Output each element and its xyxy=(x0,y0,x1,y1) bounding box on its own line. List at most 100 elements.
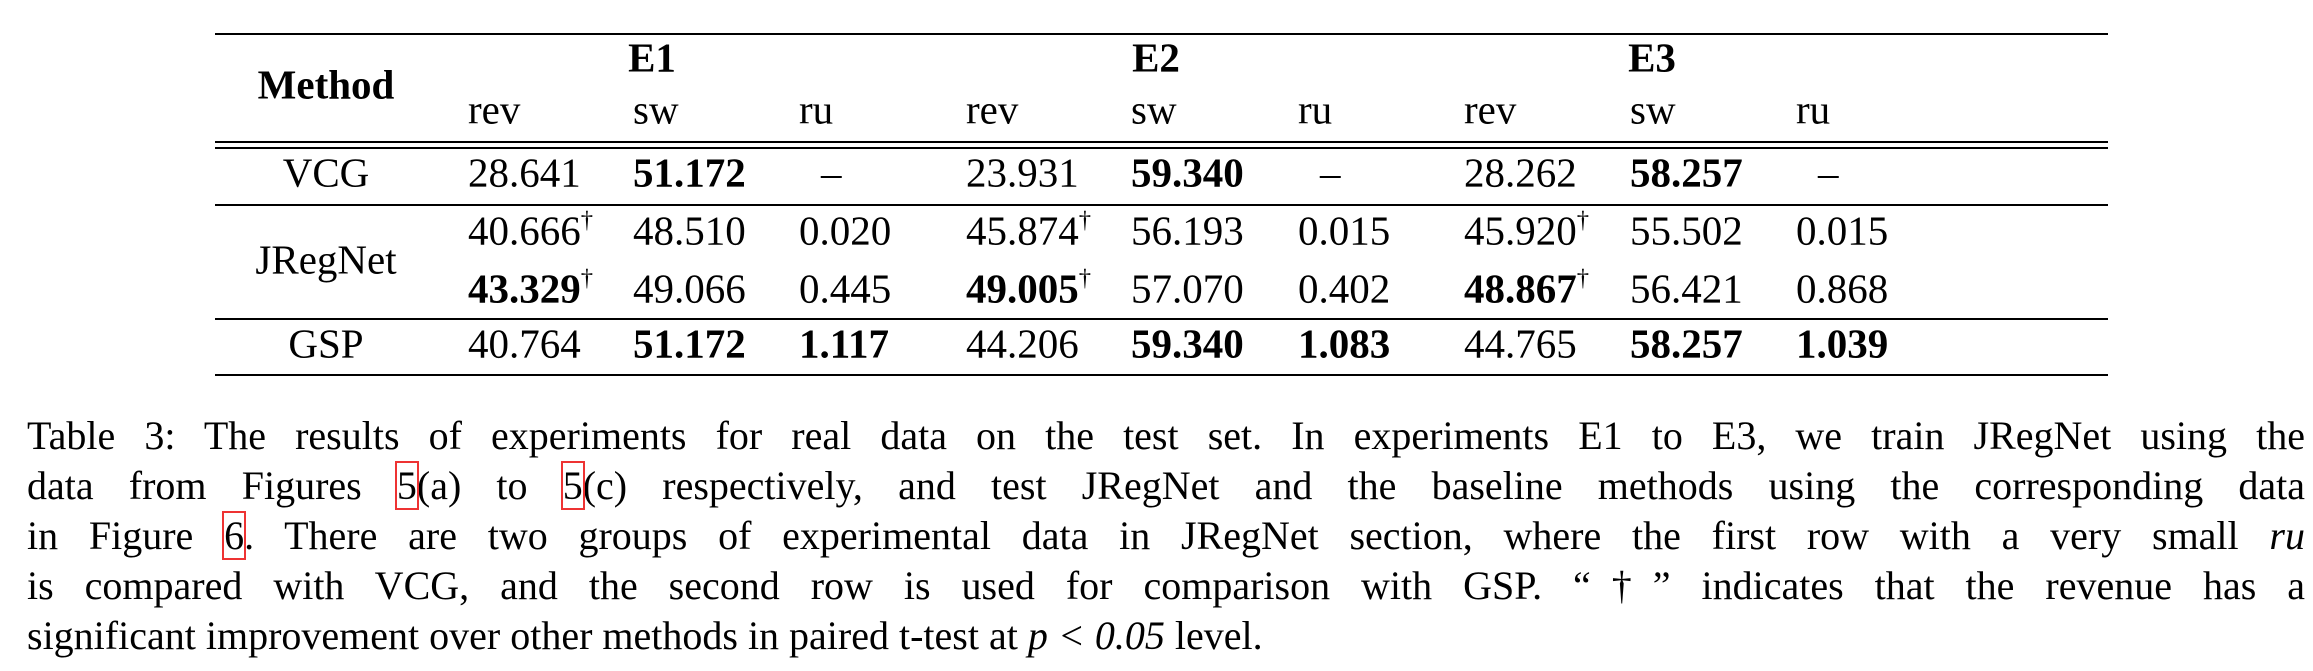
method-name: VCG xyxy=(282,149,370,196)
cell-value: 57.070 xyxy=(1131,265,1244,312)
cell-value: 44.765 xyxy=(1464,320,1577,367)
caption-line: in Figure 6. There are two groups of exp… xyxy=(27,511,2305,560)
cell: 40.764 xyxy=(468,320,581,367)
cell: 1.117 xyxy=(799,323,889,365)
cell-value: 56.193 xyxy=(1131,207,1244,254)
cell-value: 23.931 xyxy=(966,149,1079,196)
cell-value: 45.874 xyxy=(966,207,1079,254)
caption-text: in Figure xyxy=(27,513,225,558)
cell-value: 45.920 xyxy=(1464,207,1577,254)
dagger: † xyxy=(1576,206,1590,234)
cell-value: 48.510 xyxy=(633,207,746,254)
cell-value: 59.340 xyxy=(1131,149,1244,196)
cell: 0.445 xyxy=(799,268,891,310)
cell-value: 55.502 xyxy=(1630,207,1743,254)
cell: 1.083 xyxy=(1298,320,1391,367)
cell-value: 58.257 xyxy=(1630,320,1743,367)
caption-text: significant improvement over other metho… xyxy=(27,613,1028,658)
dagger: † xyxy=(580,264,594,292)
cell: – xyxy=(821,149,842,196)
caption-text: Table 3: The results of experiments for … xyxy=(27,413,2305,458)
dagger: † xyxy=(1078,264,1092,292)
cell-value: – xyxy=(821,149,842,196)
caption-line: Table 3: The results of experiments for … xyxy=(27,416,2305,456)
cell: 59.340 xyxy=(1131,149,1244,196)
method-name: GSP xyxy=(288,320,364,367)
cell: 28.641 xyxy=(468,149,581,196)
cell: – xyxy=(1818,149,1839,196)
cell: 44.765 xyxy=(1464,320,1577,367)
cell-value: – xyxy=(1818,149,1839,196)
math: p < 0.05 xyxy=(1027,613,1165,658)
cell: 23.931 xyxy=(966,149,1079,196)
cell-value: 49.066 xyxy=(633,265,746,312)
top-rule xyxy=(215,33,2108,35)
cell-value: 0.015 xyxy=(1796,207,1889,254)
cell: 49.005† xyxy=(966,265,1091,310)
cell: 0.015 xyxy=(1298,210,1390,252)
header-rule xyxy=(215,147,2108,149)
cell: 0.868 xyxy=(1796,265,1889,312)
column-header: sw xyxy=(633,86,679,133)
cell-value: 51.172 xyxy=(633,320,746,367)
cell: 56.193 xyxy=(1131,207,1244,254)
caption-line: data from Figures 5(a) to 5(c) respectiv… xyxy=(27,461,2306,510)
caption-text: (c) respectively, and test JRegNet and t… xyxy=(582,463,2306,508)
cell-value: 1.083 xyxy=(1298,320,1391,367)
cell-value: 43.329 xyxy=(468,265,581,312)
cell: 58.257 xyxy=(1630,152,1743,194)
cell: 44.206 xyxy=(966,323,1079,365)
cell: 40.666† xyxy=(468,207,593,252)
cell: 45.920† xyxy=(1464,207,1589,254)
caption-text: is compared with VCG, and the second row… xyxy=(27,563,2305,608)
caption-text: data from Figures xyxy=(27,463,397,508)
dagger: † xyxy=(1078,206,1092,234)
column-header: ru xyxy=(799,86,834,133)
cell: 51.172 xyxy=(633,152,746,194)
group-header: E1 xyxy=(628,34,676,81)
method-name: JRegNet xyxy=(255,236,397,283)
cell: 49.066 xyxy=(633,265,746,312)
caption-line: is compared with VCG, and the second row… xyxy=(27,566,2305,606)
group-header: E3 xyxy=(1628,34,1676,81)
column-header: rev xyxy=(468,86,521,133)
column-header: sw xyxy=(1630,86,1676,133)
cell-value: 1.039 xyxy=(1796,320,1889,367)
figure-ref: 5 xyxy=(394,461,419,510)
dagger: † xyxy=(580,206,594,234)
caption-text: . There are two groups of experimental d… xyxy=(244,513,2270,558)
cell: 28.262 xyxy=(1464,149,1577,196)
row-rule xyxy=(215,204,2108,206)
column-header: rev xyxy=(1464,86,1517,133)
cell: 59.340 xyxy=(1131,320,1244,367)
cell-value: 28.641 xyxy=(468,149,581,196)
cell: 51.172 xyxy=(633,320,746,367)
caption-text: level. xyxy=(1164,613,1263,658)
column-header: rev xyxy=(966,86,1019,133)
cell: 56.421 xyxy=(1630,265,1743,312)
math: ru xyxy=(2269,513,2305,558)
cell-value: 59.340 xyxy=(1131,320,1244,367)
group-header: E2 xyxy=(1132,34,1180,81)
cell: 0.015 xyxy=(1796,207,1889,254)
cell: 45.874† xyxy=(966,207,1091,254)
cell: 58.257 xyxy=(1630,320,1743,367)
cell: 57.070 xyxy=(1131,265,1244,312)
cell: 0.020 xyxy=(799,210,891,252)
cell-value: 0.402 xyxy=(1298,265,1391,312)
cell: 0.402 xyxy=(1298,265,1391,312)
method-header: Method xyxy=(257,61,395,108)
column-header: ru xyxy=(1796,86,1831,133)
cell: 48.867† xyxy=(1464,265,1589,310)
cell-value: 28.262 xyxy=(1464,149,1577,196)
cell: 1.039 xyxy=(1796,320,1889,367)
header-rule xyxy=(215,141,2108,143)
cell-value: – xyxy=(1320,149,1341,196)
cell-value: 40.764 xyxy=(468,320,581,367)
row-rule xyxy=(215,318,2108,320)
cell-value: 56.421 xyxy=(1630,265,1743,312)
dagger: † xyxy=(1576,264,1590,292)
cell-value: 0.868 xyxy=(1796,265,1889,312)
cell: – xyxy=(1320,149,1341,196)
